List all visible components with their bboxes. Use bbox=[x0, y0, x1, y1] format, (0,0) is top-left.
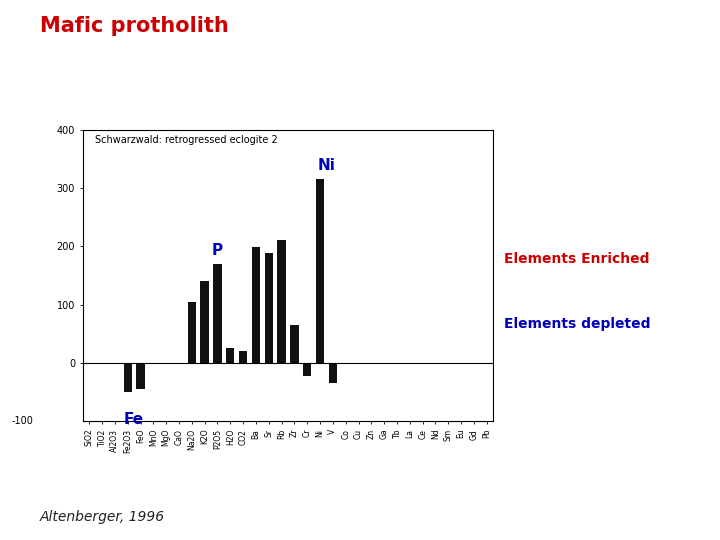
Text: Altenberger, 1996: Altenberger, 1996 bbox=[40, 510, 165, 524]
Text: -100: -100 bbox=[12, 416, 34, 426]
Text: Fe: Fe bbox=[124, 413, 144, 428]
Bar bbox=[303, 363, 312, 376]
Bar bbox=[226, 348, 235, 363]
Text: Elements depleted: Elements depleted bbox=[504, 317, 650, 331]
Bar bbox=[277, 240, 286, 363]
Bar bbox=[200, 281, 209, 363]
Bar bbox=[136, 363, 145, 389]
Bar bbox=[188, 302, 196, 363]
Text: P: P bbox=[212, 243, 223, 258]
Bar bbox=[329, 363, 337, 383]
Text: Elements Enriched: Elements Enriched bbox=[504, 252, 649, 266]
Bar bbox=[252, 247, 260, 363]
Bar bbox=[316, 179, 324, 363]
Bar bbox=[264, 253, 273, 363]
Bar bbox=[290, 325, 299, 363]
Bar bbox=[239, 351, 247, 363]
Bar bbox=[124, 363, 132, 392]
Bar bbox=[213, 264, 222, 363]
Text: Schwarzwald: retrogressed eclogite 2: Schwarzwald: retrogressed eclogite 2 bbox=[95, 136, 278, 145]
Text: Ni: Ni bbox=[318, 158, 336, 173]
Text: Mafic protholith: Mafic protholith bbox=[40, 16, 228, 36]
